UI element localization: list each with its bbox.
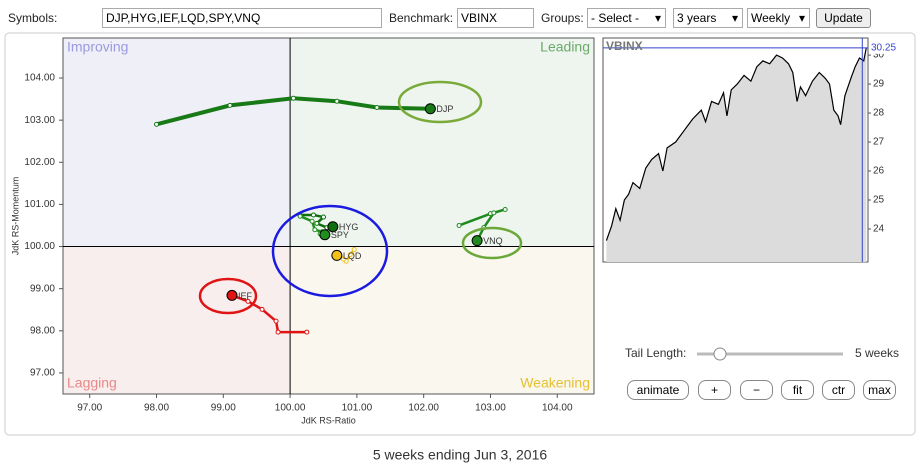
trail-point (259, 306, 265, 312)
control-button[interactable]: ctr (822, 380, 855, 400)
label: Groups: (541, 11, 584, 25)
series-label: SPY (331, 230, 349, 240)
quadrant-label: Lagging (67, 375, 117, 391)
head-point (331, 249, 343, 261)
plot-frame (62, 37, 595, 395)
series-label: HYG (339, 222, 359, 232)
head-point (471, 235, 483, 247)
benchmark-input[interactable]: VBINX (457, 8, 534, 28)
trail-point (502, 206, 508, 212)
head-point (424, 103, 436, 115)
trail-point (290, 95, 296, 101)
y-tick-label: 98.00 (30, 325, 55, 336)
trail-point (310, 212, 316, 218)
trail-point (312, 227, 318, 233)
x-tick-label: 98.00 (144, 403, 169, 414)
trail-point (347, 252, 353, 258)
head-point (226, 289, 238, 301)
x-tick-label: 102.00 (408, 403, 439, 414)
quadrant (63, 246, 291, 394)
control-button[interactable]: max (863, 380, 896, 400)
tail-value: 5 weeks (855, 346, 899, 360)
trail (156, 96, 431, 127)
y-tick-label: 102.00 (24, 157, 55, 168)
head-point (319, 229, 331, 241)
quadrant-label: Improving (67, 39, 128, 55)
quadrant (290, 246, 594, 394)
label: Benchmark: (389, 11, 454, 25)
label: Symbols: (8, 11, 58, 25)
trail-point (320, 214, 326, 220)
series-label: LQD (343, 251, 362, 261)
caption: 5 weeks ending Jun 3, 2016 (373, 447, 548, 463)
x-axis-label: JdK RS-Ratio (301, 415, 356, 425)
chart-title: VBINX (606, 39, 643, 53)
control-button[interactable]: fit (781, 380, 814, 400)
y-axis-label: JdK RS-Momentum (10, 177, 20, 256)
y-tick-label: 28 (873, 108, 885, 119)
area (606, 47, 867, 262)
frequency-select[interactable]: Weekly (747, 8, 810, 28)
trail-point (309, 218, 315, 224)
trail-point (314, 220, 320, 226)
highlight (271, 204, 389, 298)
y-tick-label: 104.00 (24, 73, 55, 84)
trail-point (456, 222, 462, 228)
trail-point (275, 329, 281, 335)
slider-knob[interactable] (713, 347, 727, 361)
trail-point (154, 121, 160, 127)
trail-point (227, 102, 233, 108)
y-tick-label: 25 (873, 195, 885, 206)
tail-label: Tail Length: (625, 346, 686, 360)
y-tick-label: 26 (873, 166, 885, 177)
trail-point (304, 329, 310, 335)
x-tick-label: 99.00 (211, 403, 236, 414)
highlight (198, 277, 258, 315)
y-tick-label: 27 (873, 137, 885, 148)
trail-point (245, 298, 251, 304)
period-select[interactable]: 3 years (673, 8, 743, 28)
series-label: VNQ (483, 236, 503, 246)
y-tick-label: 100.00 (24, 241, 55, 252)
trail-point (273, 318, 279, 324)
trail-point (334, 98, 340, 104)
y-tick-label: 24 (873, 224, 885, 235)
x-tick-label: 103.00 (475, 403, 506, 414)
control-button[interactable]: − (740, 380, 773, 400)
quadrant (290, 38, 594, 247)
series-label: DJP (436, 104, 453, 114)
y-tick-label: 101.00 (24, 199, 55, 210)
highlight (461, 226, 523, 260)
x-tick-label: 97.00 (77, 403, 102, 414)
y-tick-label: 99.00 (30, 283, 55, 294)
highlight (397, 80, 483, 124)
x-tick-label: 101.00 (342, 403, 373, 414)
trail-point (491, 210, 497, 216)
x-tick-label: 104.00 (542, 403, 573, 414)
trail (231, 294, 307, 334)
y-tick-label: 103.00 (24, 115, 55, 126)
y-tick-label: 29 (873, 79, 885, 90)
control-button[interactable]: + (698, 380, 731, 400)
y-tick-label: 97.00 (30, 368, 55, 379)
quadrant-label: Leading (540, 39, 590, 55)
series-label: IEF (238, 291, 253, 301)
x-tick-label: 100.00 (275, 403, 306, 414)
quadrant (63, 38, 291, 247)
value-label: 30.25 (871, 42, 896, 53)
symbols-input[interactable]: DJP,HYG,IEF,LQD,SPY,VNQ (102, 8, 382, 28)
value-badge (869, 41, 899, 54)
head-point (327, 221, 339, 233)
groups-select[interactable]: - Select - (587, 8, 666, 28)
quadrant-label: Weakening (520, 375, 590, 391)
trail-point (351, 246, 357, 252)
update-button[interactable]: Update (816, 8, 871, 28)
trail-point (297, 213, 303, 219)
control-button[interactable]: animate (627, 380, 689, 400)
y-tick-label: 30 (873, 50, 885, 61)
trail-point (374, 105, 380, 111)
line (605, 47, 867, 241)
